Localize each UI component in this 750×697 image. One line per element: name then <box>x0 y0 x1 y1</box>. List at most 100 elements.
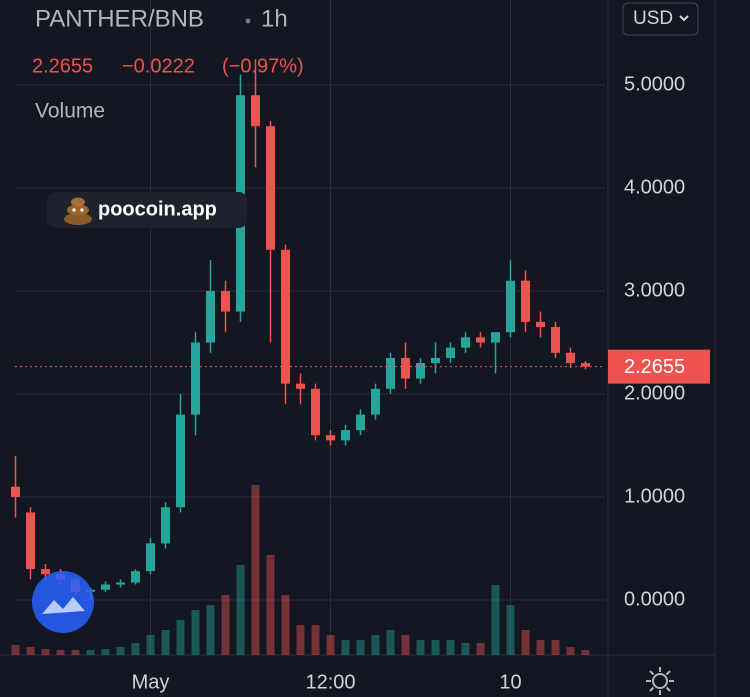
candle-body <box>221 290 230 312</box>
volume-bar <box>206 605 215 655</box>
volume-bar <box>236 565 245 655</box>
x-tick-label: May <box>132 671 170 693</box>
volume-bar <box>101 649 110 655</box>
candle-body <box>116 582 125 585</box>
volume-bar <box>86 650 95 655</box>
volume-bar <box>536 640 545 655</box>
y-tick-label: 0.0000 <box>624 588 685 610</box>
logo-circle[interactable] <box>32 571 94 633</box>
candle-body <box>386 357 395 389</box>
change-pct: (−0.97%) <box>222 55 304 77</box>
chevron[interactable] <box>679 15 689 22</box>
candle-body <box>131 571 140 583</box>
volume-bar <box>116 647 125 655</box>
candle-body <box>146 543 155 572</box>
candle-body <box>551 327 560 353</box>
volume-bar <box>491 585 500 655</box>
candle-body <box>326 435 335 441</box>
x-tick-label: 10 <box>499 671 521 693</box>
currency-button[interactable]: USD <box>622 2 699 36</box>
candle-body <box>206 290 215 343</box>
volume-bar <box>251 485 260 655</box>
candle-body <box>491 332 500 343</box>
volume-bar <box>146 635 155 655</box>
volume-bar <box>401 635 410 655</box>
watermark-badge <box>47 192 247 228</box>
candle-body <box>101 584 110 590</box>
candle-body <box>371 388 380 415</box>
volume-bar <box>281 595 290 655</box>
volume-bar <box>26 647 35 655</box>
volume-label: Volume <box>35 100 105 123</box>
volume-bar <box>341 640 350 655</box>
volume-pane <box>11 485 590 655</box>
candle-body <box>356 414 365 431</box>
volume-bar <box>296 625 305 655</box>
currency[interactable]: USD <box>633 8 673 29</box>
volume-bar <box>161 630 170 655</box>
volume-bar <box>191 610 200 655</box>
volume-bar <box>41 649 50 655</box>
volume-bar <box>326 635 335 655</box>
candle-body <box>266 126 275 250</box>
volume-bar <box>386 630 395 655</box>
volume-bar <box>431 640 440 655</box>
candle-body <box>26 512 35 570</box>
candle-body <box>176 414 185 508</box>
y-tick-label: 2.0000 <box>624 382 685 404</box>
interval: 1h <box>261 5 288 32</box>
candle-body <box>11 486 20 497</box>
sun-rays[interactable] <box>646 667 674 695</box>
candle-body <box>41 569 50 575</box>
volume-bar <box>221 595 230 655</box>
volume-bar <box>71 650 80 655</box>
x-tick-label: 12:00 <box>305 671 355 693</box>
volume-bar <box>461 643 470 655</box>
candle-body <box>161 507 170 544</box>
candle-body <box>536 321 545 328</box>
candle-body <box>461 337 470 348</box>
separator <box>245 18 251 24</box>
candle-body <box>251 95 260 127</box>
volume-bar <box>11 645 20 655</box>
volume-bar <box>476 643 485 655</box>
candle-body <box>311 388 320 436</box>
candle-body <box>401 357 410 379</box>
volume-bar <box>311 625 320 655</box>
y-tick-label: 4.0000 <box>624 176 685 198</box>
poo-icon <box>64 197 92 225</box>
volume-bar <box>176 620 185 655</box>
candle-body <box>476 337 485 343</box>
watermark: poocoin.app <box>98 198 217 220</box>
volume-bar <box>446 640 455 655</box>
volume-bar <box>521 630 530 655</box>
symbol: PANTHER/BNB <box>35 5 204 32</box>
logo-mountain[interactable] <box>42 597 85 614</box>
logo-button[interactable] <box>32 571 94 633</box>
volume-bar <box>371 635 380 655</box>
currency-box[interactable] <box>622 2 699 36</box>
settings-button[interactable] <box>646 667 674 695</box>
volume-bar <box>416 640 425 655</box>
last-price: 2.2655 <box>32 55 93 77</box>
volume-bar <box>131 643 140 655</box>
candle-body <box>281 249 290 384</box>
change: −0.0222 <box>122 55 195 77</box>
candle-body <box>296 383 305 389</box>
last-price-badge <box>608 349 710 384</box>
sun-core[interactable] <box>652 673 668 689</box>
last-price-axis-label: 2.2655 <box>624 356 685 378</box>
candle-body <box>191 342 200 415</box>
axes: 0.0000 1.0000 2.0000 3.0000 4.0000 5.0000 May 1… <box>15 73 710 693</box>
candle-body <box>416 363 425 379</box>
volume-bar <box>566 647 575 655</box>
y-tick-label: 1.0000 <box>624 485 685 507</box>
candle-body <box>581 363 590 367</box>
candle-body <box>521 280 530 322</box>
volume-bar <box>56 650 65 655</box>
candle-body <box>431 357 440 364</box>
candle-body <box>446 347 455 358</box>
